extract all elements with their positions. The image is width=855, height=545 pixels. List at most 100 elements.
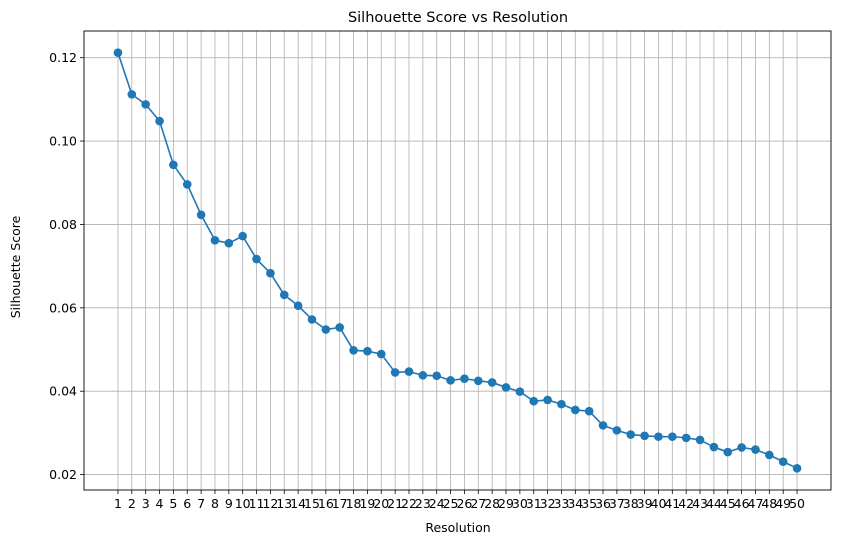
x-tick-label: 26 (456, 496, 472, 511)
data-point (404, 367, 414, 376)
x-axis-label: Resolution (425, 520, 490, 535)
x-tick-label: 39 (637, 496, 653, 511)
x-tick-label: 18 (346, 496, 362, 511)
data-point (681, 433, 691, 443)
data-point (792, 464, 802, 473)
x-tick-label: 27 (470, 496, 486, 511)
data-point (668, 432, 677, 441)
data-point (460, 374, 469, 383)
data-point (432, 371, 442, 381)
x-tick-label: 49 (775, 496, 791, 511)
x-tick-label: 41 (664, 496, 680, 511)
x-tick-label: 46 (734, 496, 750, 511)
x-tick-label: 9 (225, 496, 233, 511)
data-point (293, 301, 303, 311)
data-point (141, 100, 150, 109)
data-point (307, 315, 317, 324)
data-point (238, 231, 247, 241)
y-tick-label: 0.10 (49, 134, 77, 149)
data-point (751, 445, 760, 454)
x-tick-label: 35 (581, 496, 597, 511)
x-tick-label: 25 (443, 496, 459, 511)
x-axis-ticks: 1 2 3 4 5 6 7 8 9 1011121314151617181920212223242… (114, 490, 805, 511)
data-point (418, 371, 428, 380)
data-point (778, 457, 788, 466)
y-tick-label: 0.12 (49, 50, 77, 65)
data-point (487, 378, 497, 387)
x-tick-label: 15 (304, 496, 320, 511)
data-point (584, 406, 594, 416)
x-tick-label: 22 (401, 496, 417, 511)
data-point (473, 376, 483, 386)
chart-title: Silhouette Score vs Resolution (348, 10, 568, 26)
data-point (279, 290, 289, 300)
x-tick-label: 8 (211, 496, 219, 511)
data-point (737, 443, 746, 452)
data-point (252, 254, 261, 264)
x-tick-label: 34 (567, 496, 583, 511)
data-point (626, 430, 636, 439)
data-point (598, 421, 608, 430)
x-tick-label: 20 (373, 496, 389, 511)
data-point (654, 432, 663, 441)
y-axis-ticks: 0.02 0.04 0.06 0.08 0.10 0.12 (49, 50, 84, 482)
x-tick-label: 21 (387, 496, 403, 511)
x-tick-label: 42 (678, 496, 694, 511)
x-tick-label: 17 (332, 496, 348, 511)
x-tick-label: 36 (595, 496, 611, 511)
y-axis-label: Silhouette Score (8, 215, 23, 318)
data-point (376, 349, 386, 359)
x-tick-label: 11 (249, 496, 265, 511)
x-tick-label: 23 (415, 496, 431, 511)
data-point (113, 48, 123, 57)
data-point (695, 435, 705, 445)
x-tick-label: 7 (197, 496, 205, 511)
data-point (723, 447, 733, 457)
data-point (363, 346, 372, 356)
x-tick-label: 37 (609, 496, 625, 511)
y-tick-label: 0.08 (49, 217, 77, 232)
data-point (557, 399, 566, 409)
x-tick-label: 47 (748, 496, 764, 511)
x-tick-label: 31 (526, 496, 542, 511)
data-point (612, 426, 622, 435)
data-point (529, 396, 539, 406)
x-tick-label: 24 (429, 496, 445, 511)
x-tick-label: 13 (276, 496, 292, 511)
data-point (266, 268, 275, 278)
data-point (169, 160, 178, 170)
x-tick-label: 29 (498, 496, 514, 511)
x-tick-label: 19 (359, 496, 375, 511)
x-tick-label: 3 (142, 496, 150, 511)
data-point (515, 387, 525, 396)
data-point (321, 325, 331, 334)
x-tick-label: 33 (553, 496, 569, 511)
data-point (196, 210, 206, 220)
x-tick-label: 14 (290, 496, 306, 511)
data-point (182, 180, 192, 189)
x-tick-label: 32 (540, 496, 556, 511)
y-tick-label: 0.02 (49, 467, 77, 482)
data-point (127, 90, 137, 99)
y-tick-label: 0.06 (49, 300, 77, 315)
data-point (349, 346, 358, 355)
data-point (709, 442, 719, 452)
x-tick-label: 48 (761, 496, 777, 511)
x-tick-label: 4 (156, 496, 164, 511)
data-point (571, 405, 580, 415)
x-tick-label: 12 (262, 496, 278, 511)
x-tick-label: 10 (235, 496, 251, 511)
data-point (390, 368, 400, 377)
x-tick-label: 44 (706, 496, 722, 511)
series-layer (113, 48, 802, 473)
x-tick-label: 45 (720, 496, 736, 511)
data-point (155, 116, 164, 126)
x-tick-label: 50 (789, 496, 805, 511)
data-point (543, 395, 552, 405)
data-point (210, 235, 220, 245)
x-tick-label: 43 (692, 496, 708, 511)
data-point (446, 376, 455, 385)
data-point (501, 383, 511, 392)
